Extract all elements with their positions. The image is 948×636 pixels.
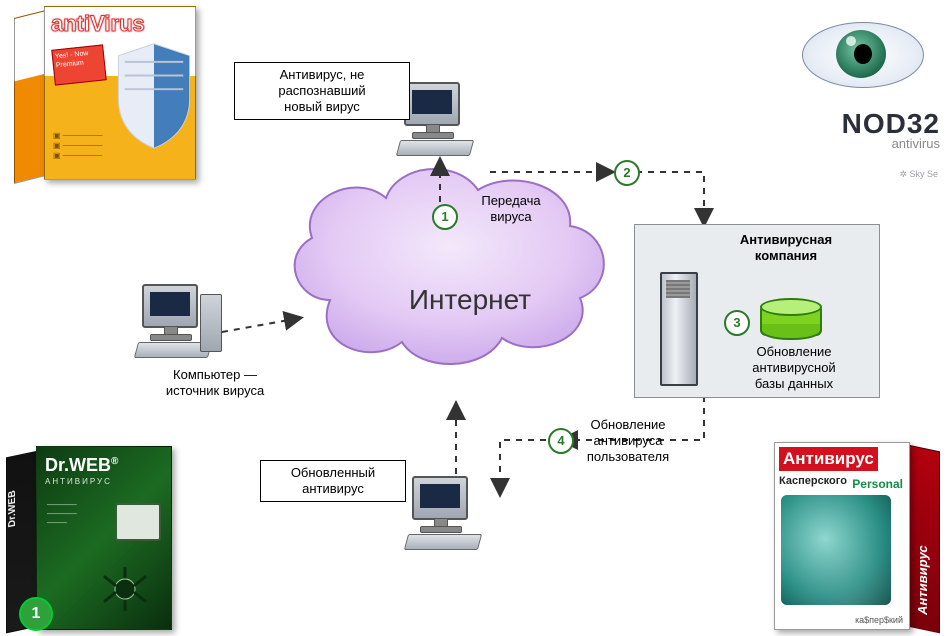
kav-title: Антивирус xyxy=(779,447,878,471)
drweb-title: Dr.WEB® xyxy=(45,455,118,476)
cloud-label: Интернет xyxy=(380,284,560,316)
diagram-stage: { "canvas": { "w": 948, "h": 636, "bg": … xyxy=(0,0,948,636)
product-drweb: Dr.WEB Dr.WEB® АНТИВИРУС ───────────────… xyxy=(6,446,182,632)
kav-side-text: Антивирус xyxy=(915,544,930,617)
database-icon xyxy=(760,298,818,338)
shield-icon xyxy=(115,41,193,151)
edge-step4-bpc xyxy=(500,440,546,494)
drweb-side-title: Dr.WEB xyxy=(7,489,18,528)
nod32-footer: ✲ Sky Se xyxy=(899,169,938,180)
label-top-pc: Антивирус, не распознавший новый вирус xyxy=(234,62,410,120)
spider-icon xyxy=(103,567,147,611)
label-step4: Обновление антивируса пользователя xyxy=(550,413,706,469)
product-ashampoo: antiVirus Yes! - NowPremium ▣ ───────▣ ─… xyxy=(14,6,204,186)
step-1: 1 xyxy=(432,204,458,230)
drweb-badge: 1 xyxy=(19,597,53,631)
nod32-brand: NOD32 xyxy=(842,108,940,139)
product-kaspersky: Антивирус Антивирус Касперского Personal… xyxy=(772,442,948,634)
cd-art-icon xyxy=(781,495,891,605)
kav-edition: Personal xyxy=(852,477,903,491)
product-nod32: NOD32 antivirus ✲ Sky Se xyxy=(790,16,940,176)
step-3: 3 xyxy=(724,310,750,336)
drweb-desc: ──────────────── xyxy=(47,501,77,528)
ashampoo-badge: Yes! - NowPremium xyxy=(51,44,106,85)
step-2: 2 xyxy=(614,160,640,186)
kav-footer: кa$пер$кий xyxy=(855,615,903,625)
label-db: Обновление антивирусной базы данных xyxy=(716,340,872,396)
label-left-pc: Компьютер — источник вируса xyxy=(132,363,298,403)
label-bot-pc: Обновленный антивирус xyxy=(260,460,406,502)
ashampoo-lines: ▣ ───────▣ ───────▣ ─────── xyxy=(53,131,102,161)
monitor-icon xyxy=(115,503,161,541)
drweb-sub: АНТИВИРУС xyxy=(45,477,112,486)
edge-step2-srv xyxy=(636,172,704,224)
edge-left-cloud xyxy=(222,318,300,332)
label-server: Антивирусная компания xyxy=(702,228,870,268)
server-icon xyxy=(660,272,698,386)
ashampoo-title: antiVirus xyxy=(51,11,145,37)
kav-sub: Касперского xyxy=(779,475,847,487)
label-step1: Передача вируса xyxy=(456,189,566,229)
eye-icon xyxy=(802,22,924,88)
